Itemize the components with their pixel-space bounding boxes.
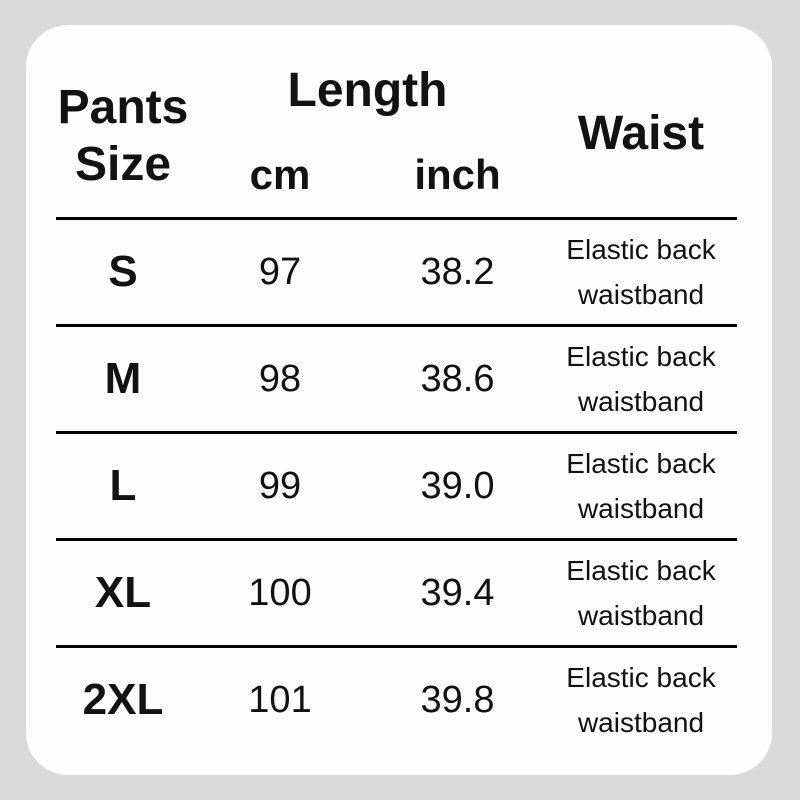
waist-line1: Elastic back <box>566 341 716 372</box>
waist-line1: Elastic back <box>566 448 716 479</box>
table-row-l: L 99 39.0 Elastic back waistband <box>56 431 737 538</box>
waist-line2: waistband <box>577 493 705 524</box>
header-pants-size-line2: Size <box>74 138 172 191</box>
header-length-subrow: cm inch <box>190 151 545 199</box>
size-cell: M <box>104 354 142 403</box>
size-chart-card: Pants Size Length cm inch Waist S 97 38.… <box>26 25 772 775</box>
cm-cell: 97 <box>258 250 302 293</box>
waist-line2: waistband <box>577 279 705 310</box>
cm-cell: 98 <box>258 357 302 400</box>
inch-cell: 38.6 <box>420 357 495 400</box>
size-cell: L <box>109 461 137 510</box>
waist-line2: waistband <box>577 386 705 417</box>
cm-cell: 100 <box>248 571 312 614</box>
inch-cell: 39.4 <box>420 571 495 614</box>
waist-line1: Elastic back <box>566 555 716 586</box>
table-row-xl: XL 100 39.4 Elastic back waistband <box>56 538 737 645</box>
waist-line1: Elastic back <box>566 234 716 265</box>
waist-line2: waistband <box>577 707 705 738</box>
inch-cell: 39.8 <box>420 678 495 721</box>
table-row-s: S 97 38.2 Elastic back waistband <box>56 217 737 324</box>
header-waist: Waist <box>577 106 705 160</box>
header-length-group: Length cm inch <box>190 25 545 217</box>
waist-cell: Elastic back waistband <box>566 655 715 745</box>
table-row-2xl: 2XL 101 39.8 Elastic back waistband <box>56 645 737 752</box>
waist-cell: Elastic back waistband <box>566 441 715 531</box>
size-cell: 2XL <box>82 675 164 724</box>
table-header: Pants Size Length cm inch Waist <box>56 25 737 217</box>
header-inch: inch <box>414 151 501 198</box>
size-table: Pants Size Length cm inch Waist S 97 38.… <box>56 25 737 752</box>
cm-cell: 101 <box>248 678 312 721</box>
header-pants-size: Pants Size <box>56 25 190 217</box>
cm-cell: 99 <box>258 464 302 507</box>
header-length: Length <box>287 64 448 117</box>
header-pants-size-line1: Pants <box>57 81 189 134</box>
waist-line1: Elastic back <box>566 662 716 693</box>
inch-cell: 38.2 <box>420 250 495 293</box>
header-cm: cm <box>249 151 311 198</box>
waist-cell: Elastic back waistband <box>566 548 715 638</box>
waist-cell: Elastic back waistband <box>566 227 715 317</box>
waist-line2: waistband <box>577 600 705 631</box>
table-row-m: M 98 38.6 Elastic back waistband <box>56 324 737 431</box>
inch-cell: 39.0 <box>420 464 495 507</box>
size-cell: XL <box>94 568 152 617</box>
waist-cell: Elastic back waistband <box>566 334 715 424</box>
size-cell: S <box>108 247 138 296</box>
